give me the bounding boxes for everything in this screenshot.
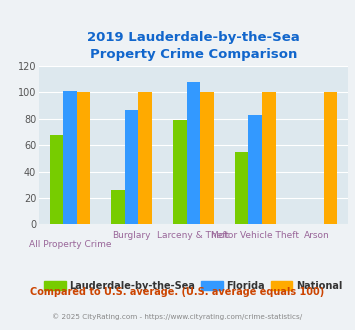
Text: Larceny & Theft: Larceny & Theft — [157, 231, 230, 240]
Text: © 2025 CityRating.com - https://www.cityrating.com/crime-statistics/: © 2025 CityRating.com - https://www.city… — [53, 314, 302, 320]
Bar — [50, 135, 63, 224]
Bar — [324, 92, 337, 224]
Bar — [63, 91, 77, 224]
Bar — [200, 92, 214, 224]
Bar — [187, 82, 200, 224]
Bar — [235, 152, 248, 224]
Bar — [77, 92, 90, 224]
Text: Arson: Arson — [304, 231, 330, 240]
Title: 2019 Lauderdale-by-the-Sea
Property Crime Comparison: 2019 Lauderdale-by-the-Sea Property Crim… — [87, 31, 300, 61]
Text: Motor Vehicle Theft: Motor Vehicle Theft — [211, 231, 299, 240]
Text: Compared to U.S. average. (U.S. average equals 100): Compared to U.S. average. (U.S. average … — [31, 287, 324, 297]
Legend: Lauderdale-by-the-Sea, Florida, National: Lauderdale-by-the-Sea, Florida, National — [40, 277, 346, 295]
Text: Burglary: Burglary — [113, 231, 151, 240]
Bar — [173, 120, 187, 224]
Bar — [138, 92, 152, 224]
Bar — [262, 92, 275, 224]
Bar — [125, 110, 138, 224]
Text: All Property Crime: All Property Crime — [29, 240, 111, 249]
Bar — [248, 115, 262, 224]
Bar — [111, 190, 125, 224]
